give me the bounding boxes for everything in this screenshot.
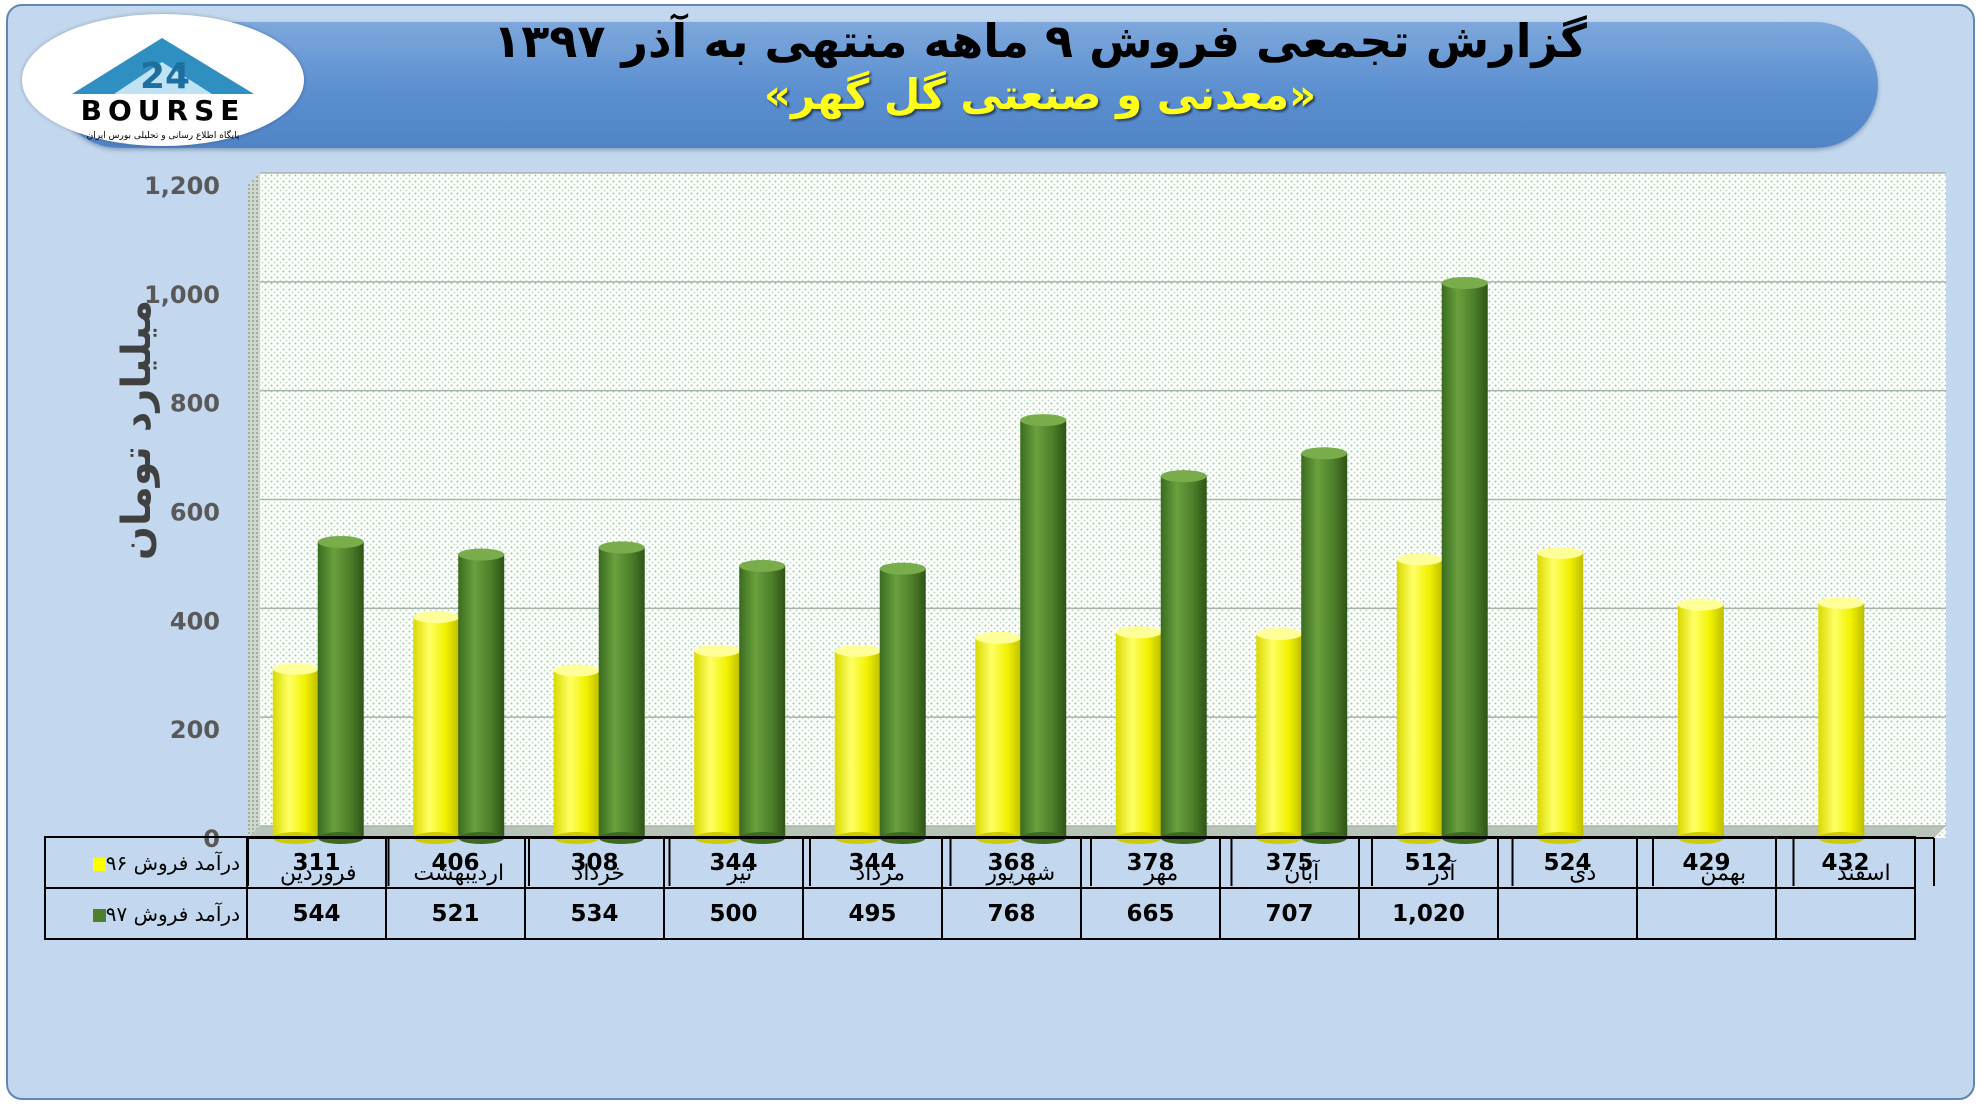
data-cell: 544 — [246, 887, 387, 940]
bars — [272, 276, 1865, 844]
data-cell: 707 — [1219, 887, 1360, 940]
bar-series-96 — [272, 662, 319, 844]
y-tick-label: 800 — [170, 390, 220, 418]
legend-swatch — [92, 857, 106, 871]
bar-series-96 — [413, 611, 460, 844]
bar-series-97 — [598, 541, 645, 844]
table-row: درآمد فروش ۹۷ 544 521 534 500 495 768 665 707 1,0… — [44, 887, 1916, 940]
data-cell: 524 — [1497, 836, 1638, 889]
data-cell: 665 — [1080, 887, 1221, 940]
data-cell: 308 — [524, 836, 665, 889]
y-axis-label: میلیارد تومان — [114, 300, 160, 560]
svg-text:24: 24 — [140, 56, 190, 97]
data-table: درآمد فروش ۹۶ 311 406 308 344 344 368 378 375 512… — [44, 836, 1916, 940]
data-cell: 512 — [1358, 836, 1499, 889]
series-name: درآمد فروش ۹۷ — [105, 901, 240, 926]
bar-series-97 — [1160, 470, 1207, 844]
legend-swatch — [92, 908, 106, 922]
series-name: درآمد فروش ۹۶ — [105, 850, 240, 875]
data-cell: 521 — [385, 887, 526, 940]
table-row: درآمد فروش ۹۶ 311 406 308 344 344 368 378 375 512… — [44, 836, 1916, 889]
data-cell: 344 — [663, 836, 804, 889]
chart-title: گزارش تجمعی فروش ۹ ماهه منتهی به آذر ۱۳۹… — [493, 14, 1587, 68]
bar-series-97 — [1441, 276, 1488, 844]
data-cell: 429 — [1636, 836, 1777, 889]
bourse-logo: 24 BOURSE پایگاه اطلاع رسانی و تحلیلی بو… — [22, 14, 304, 146]
bar-series-97 — [317, 535, 364, 844]
logo-wordmark: BOURSE — [81, 94, 246, 127]
bar-series-96 — [1537, 546, 1584, 844]
data-cell: 1,020 — [1358, 887, 1499, 940]
gridlines — [260, 172, 1946, 827]
bar-series-97 — [1020, 414, 1067, 844]
data-cell — [1775, 887, 1916, 940]
data-cell: 768 — [941, 887, 1082, 940]
bar-series-96 — [1677, 598, 1724, 844]
bar-series-97 — [1301, 447, 1348, 844]
data-cell — [1636, 887, 1777, 940]
data-cell: 344 — [802, 836, 943, 889]
data-cell: 375 — [1219, 836, 1360, 889]
data-cell — [1497, 887, 1638, 940]
data-cell: 378 — [1080, 836, 1221, 889]
data-cell: 500 — [663, 887, 804, 940]
plot-area — [248, 173, 1946, 838]
bar-series-97 — [739, 559, 786, 844]
data-cell: 534 — [524, 887, 665, 940]
data-cell: 406 — [385, 836, 526, 889]
data-cell: 432 — [1775, 836, 1916, 889]
y-tick-label: 400 — [170, 607, 220, 635]
bar-series-97 — [879, 562, 926, 844]
y-tick-label: 1,000 — [144, 281, 220, 309]
title-banner — [56, 22, 1878, 148]
bar-series-96 — [553, 664, 600, 844]
data-cell: 368 — [941, 836, 1082, 889]
y-tick-label: 200 — [170, 716, 220, 744]
plot-floor — [248, 826, 1946, 838]
bar-series-96 — [1396, 553, 1443, 844]
y-tick-label: 1,200 — [144, 172, 220, 200]
bar-series-96 — [1818, 596, 1865, 844]
series-label-cell: درآمد فروش ۹۷ — [44, 887, 248, 940]
chart-subtitle: «معدنی و صنعتی گل گهر» — [763, 70, 1317, 119]
bar-series-96 — [694, 644, 741, 844]
bar-series-96 — [975, 631, 1022, 844]
24-mountain-logo-icon: 24 BOURSE پایگاه اطلاع رسانی و تحلیلی بو… — [72, 38, 254, 141]
series-label-cell: درآمد فروش ۹۶ — [44, 836, 248, 889]
bar-series-96 — [1115, 626, 1162, 844]
plot-side-wall — [248, 173, 260, 838]
data-cell: 495 — [802, 887, 943, 940]
y-tick-label: 600 — [170, 499, 220, 527]
bar-series-97 — [458, 548, 505, 844]
logo-tagline: پایگاه اطلاع رسانی و تحلیلی بورس ایران — [87, 129, 240, 141]
bar-series-96 — [1256, 627, 1303, 844]
plot-background — [260, 173, 1946, 838]
bar-series-96 — [834, 644, 881, 844]
data-cell: 311 — [246, 836, 387, 889]
